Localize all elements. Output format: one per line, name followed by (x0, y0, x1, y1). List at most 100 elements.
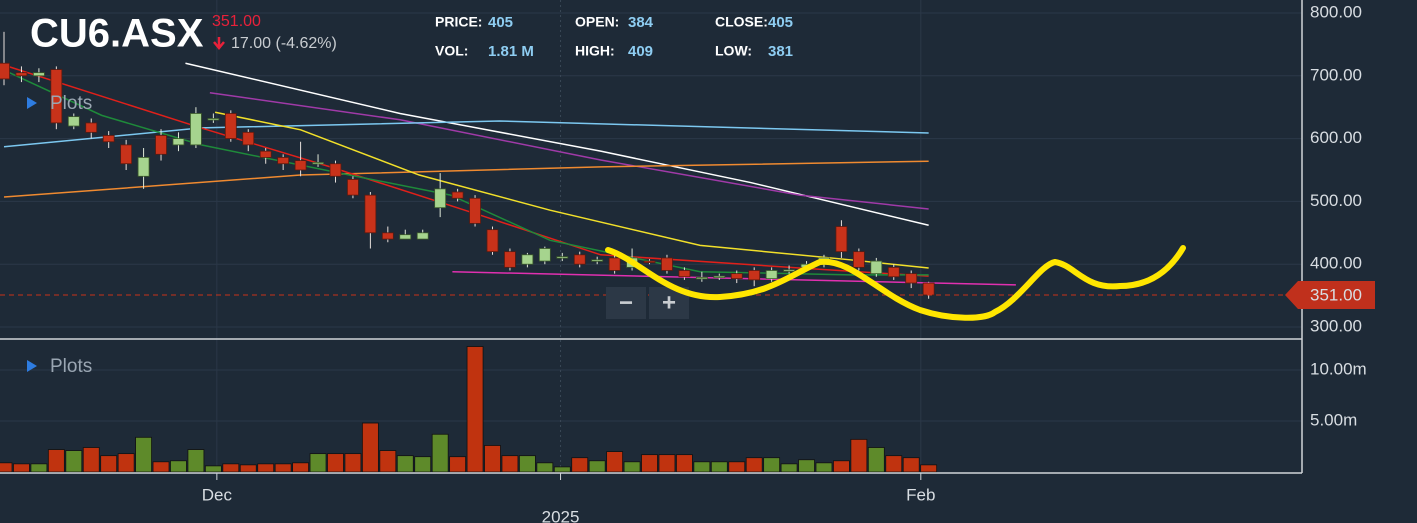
volume-bar (239, 464, 257, 473)
stat-label: HIGH: (575, 43, 615, 59)
candle-body (713, 275, 726, 279)
candle-body (486, 229, 499, 253)
volume-bar (344, 453, 362, 473)
candle-body (661, 257, 673, 271)
volume-bar (833, 460, 850, 473)
price-change: 17.00 (-4.62%) (231, 35, 337, 52)
volume-bar (13, 463, 30, 473)
volume-bar (0, 462, 13, 473)
plots-label[interactable]: Plots (50, 93, 92, 114)
candle-body (50, 69, 63, 124)
volume-bar (135, 436, 152, 473)
candle-body (172, 138, 185, 146)
candle-body (852, 251, 865, 268)
volume-bar (30, 463, 48, 473)
price-tag (1285, 280, 1375, 309)
price-tag-label: 351.00 (1310, 285, 1362, 304)
volume-bar (309, 453, 327, 473)
volume-bar (867, 447, 885, 473)
volume-bar (484, 445, 501, 473)
volume-bar (65, 450, 83, 473)
candle-body (224, 113, 237, 140)
candle-body (678, 270, 691, 278)
zoom-in[interactable]: + (662, 289, 676, 316)
candle-body (905, 273, 918, 284)
volume-bar (47, 449, 65, 473)
candle-body (312, 162, 324, 165)
volume-bar (257, 463, 275, 473)
volume-bar (850, 438, 868, 473)
candle-body (765, 270, 778, 280)
stat-label: PRICE: (435, 14, 482, 30)
candle-body (277, 157, 290, 165)
volume-bar (885, 455, 903, 473)
candle-body (155, 135, 167, 155)
candle-body (381, 232, 394, 240)
candle-body (242, 131, 255, 146)
candle-body (504, 251, 516, 268)
volume-bar (745, 457, 763, 473)
plots-toggle[interactable] (27, 360, 37, 372)
volume-bar (466, 346, 484, 473)
volume-bar (204, 465, 222, 473)
moving-average (3, 120, 929, 148)
volume-bar (292, 462, 309, 473)
stat-label: VOL: (435, 43, 468, 59)
stat-value: 1.81 M (488, 43, 534, 60)
volume-bar (902, 457, 920, 473)
volume-bar (379, 450, 397, 473)
volume-bar (571, 457, 589, 473)
volume-bar (431, 433, 449, 473)
candle-body (67, 116, 80, 127)
candle-body (259, 150, 272, 158)
volume-bar (780, 463, 798, 473)
moving-average (3, 160, 929, 198)
candle-body (887, 266, 900, 278)
candle-body (608, 257, 621, 271)
stat-label: OPEN: (575, 14, 619, 30)
volume-bar (920, 464, 938, 473)
candle-body (695, 276, 708, 280)
candle-body (469, 197, 481, 224)
candle-body (33, 72, 45, 77)
volume-bar (396, 455, 414, 473)
x-tick-label: Dec (202, 485, 233, 504)
x-tick-label: 2025 (542, 507, 580, 523)
candle-body (0, 62, 10, 80)
candle-body (416, 232, 429, 240)
candle-body (364, 194, 377, 234)
candle-body (102, 135, 115, 143)
volume-bar (82, 447, 100, 473)
volume-bar (100, 455, 118, 473)
volume-bar (623, 461, 641, 473)
volume-bar (187, 449, 205, 473)
plots-toggle[interactable] (27, 97, 37, 109)
volume-bar (553, 466, 571, 473)
zoom-out-button[interactable] (606, 287, 646, 319)
volume-bar (710, 461, 728, 473)
volume-bar (327, 453, 344, 473)
stat-value: 384 (628, 14, 654, 31)
y-tick-label: 800.00 (1310, 2, 1362, 21)
y-tick-label: 300.00 (1310, 316, 1362, 335)
volume-bar (117, 453, 135, 473)
candle-body (207, 118, 220, 121)
volume-bar (414, 456, 432, 473)
x-tick-label: Feb (906, 485, 935, 504)
volume-bar (658, 454, 676, 473)
candle-body (15, 72, 28, 77)
candle-body (399, 234, 412, 240)
volume-bar (501, 455, 519, 473)
candle-body (573, 254, 586, 265)
candle-body (434, 188, 447, 209)
candle-body (347, 179, 359, 196)
stat-label: CLOSE: (715, 14, 768, 30)
plots-label[interactable]: Plots (50, 356, 92, 377)
volume-bar (274, 463, 292, 473)
volume-bar (763, 457, 781, 473)
candle-body (120, 144, 133, 165)
zoom-out[interactable]: − (619, 289, 633, 316)
candle-body (730, 273, 743, 280)
volume-bar (588, 460, 606, 473)
candle-body (451, 191, 464, 199)
